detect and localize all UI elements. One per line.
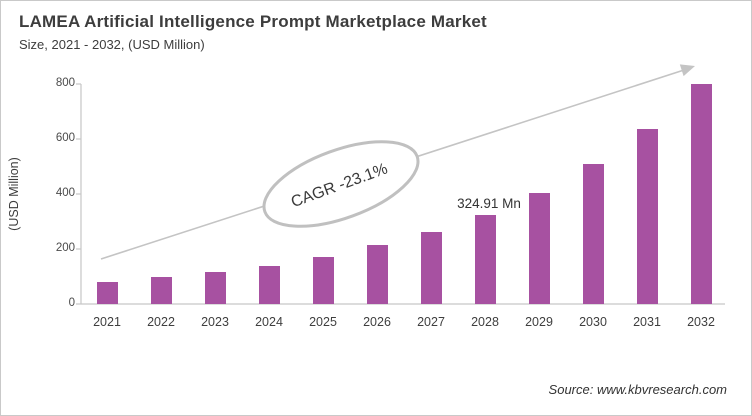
x-tick-label-2021: 2021: [93, 315, 121, 329]
x-tick-label-2024: 2024: [255, 315, 283, 329]
bar-value-annotation: 324.91 Mn: [457, 195, 521, 211]
y-tick-label-400: 400: [55, 187, 75, 199]
cagr-badge: [262, 140, 420, 228]
source-note: Source: www.kbvresearch.com: [548, 382, 727, 397]
x-tick-label-2026: 2026: [363, 315, 391, 329]
x-tick-label-2022: 2022: [147, 315, 175, 329]
x-tick-label-2028: 2028: [471, 315, 499, 329]
y-axis-tick-marks: [76, 83, 81, 305]
x-tick-label-2025: 2025: [309, 315, 337, 329]
y-tick-label-800: 800: [55, 77, 75, 89]
chart-subtitle: Size, 2021 - 2032, (USD Million): [19, 37, 205, 52]
x-tick-label-2031: 2031: [633, 315, 661, 329]
bar-2021: [96, 282, 118, 304]
y-tick-label-0: 0: [68, 297, 75, 309]
bar-2024: [258, 265, 280, 304]
y-tick-label-600: 600: [55, 132, 75, 144]
bar-2031: [636, 129, 658, 304]
x-tick-label-2032: 2032: [687, 315, 715, 329]
bar-2022: [150, 277, 172, 304]
bar-2023: [204, 271, 226, 304]
x-tick-label-2029: 2029: [525, 315, 553, 329]
axis-lines: [80, 84, 725, 305]
x-tick-label-2030: 2030: [579, 315, 607, 329]
bar-2032: [690, 84, 712, 304]
x-tick-label-2023: 2023: [201, 315, 229, 329]
x-tick-label-2027: 2027: [417, 315, 445, 329]
bar-2026: [366, 245, 388, 304]
bar-2030: [582, 164, 604, 304]
chart-title: LAMEA Artificial Intelligence Prompt Mar…: [19, 12, 487, 31]
bar-2029: [528, 192, 550, 304]
bar-2025: [312, 256, 334, 304]
bar-2028: [474, 214, 496, 304]
bar-2027: [420, 231, 442, 304]
y-tick-label-200: 200: [55, 242, 75, 254]
